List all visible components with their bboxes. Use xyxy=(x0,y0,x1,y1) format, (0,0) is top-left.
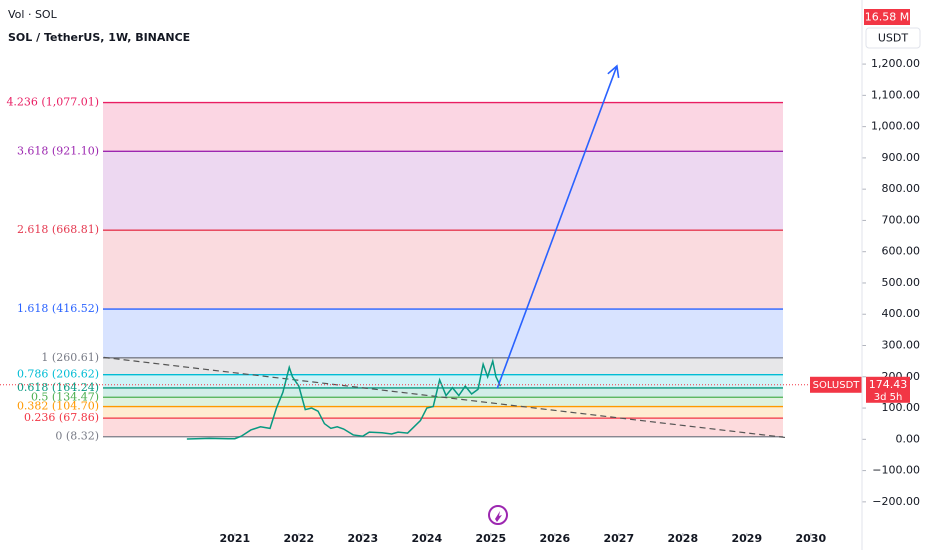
currency-box[interactable] xyxy=(865,27,921,49)
fib-label: 0.236 (67.86) xyxy=(24,411,99,424)
price-line xyxy=(186,358,502,440)
fib-band xyxy=(103,102,783,152)
fib-label: 0.786 (206.62) xyxy=(17,368,99,381)
y-tick-label: 1,100.00 xyxy=(871,88,920,101)
y-tick-label: −100.00 xyxy=(872,464,920,477)
price-tag xyxy=(866,376,910,403)
fib-label: 2.618 (668.81) xyxy=(17,223,99,236)
symbol-label: SOLUSDT xyxy=(813,380,861,391)
x-tick-label: 2030 xyxy=(795,532,826,545)
x-tick-label: 2024 xyxy=(412,532,443,545)
fib-label: 1 (260.61) xyxy=(41,351,99,364)
fib-label: 1.618 (416.52) xyxy=(17,302,99,315)
volume-value: 16.58 M xyxy=(865,11,909,24)
y-tick-label: 0.00 xyxy=(896,432,921,445)
trend-line xyxy=(103,356,786,439)
projection-arrow xyxy=(496,65,618,389)
y-tick-label: 500.00 xyxy=(882,276,921,289)
fib-band xyxy=(103,397,783,407)
x-tick-label: 2025 xyxy=(476,532,507,545)
fib-band xyxy=(103,151,783,231)
fib-label: 0.618 (164.24) xyxy=(17,381,99,394)
x-tick-label: 2028 xyxy=(668,532,699,545)
fib-band xyxy=(103,309,783,358)
volume-tag xyxy=(864,9,910,25)
y-tick-label: 600.00 xyxy=(882,245,921,258)
arrow-head xyxy=(607,64,620,78)
y-tick-label: 1,000.00 xyxy=(871,120,920,133)
x-tick-label: 2022 xyxy=(284,532,315,545)
y-tick-label: 900.00 xyxy=(882,151,921,164)
volume-label: Vol · SOL xyxy=(8,8,58,21)
fib-band xyxy=(103,418,783,437)
fib-band xyxy=(103,357,783,375)
fib-band xyxy=(103,374,783,388)
x-tick-label: 2021 xyxy=(220,532,251,545)
fib-label: 4.236 (1,077.01) xyxy=(6,96,99,109)
y-tick-label: 300.00 xyxy=(882,339,921,352)
y-tick-label: 1,200.00 xyxy=(871,57,920,70)
fib-band xyxy=(103,406,783,419)
y-tick-label: −200.00 xyxy=(872,495,920,508)
x-tick-label: 2026 xyxy=(540,532,571,545)
chart-title: SOL / TetherUS, 1W, BINANCE xyxy=(8,31,190,44)
currency-label: USDT xyxy=(878,32,909,45)
y-tick-label: 700.00 xyxy=(882,213,921,226)
y-tick-label: 100.00 xyxy=(882,401,921,414)
fib-band xyxy=(103,230,783,310)
x-tick-label: 2029 xyxy=(731,532,762,545)
fib-label: 0.382 (104.70) xyxy=(17,400,99,413)
x-tick-label: 2023 xyxy=(348,532,379,545)
x-tick-label: 2027 xyxy=(604,532,635,545)
fib-label: 3.618 (921.10) xyxy=(17,144,99,157)
y-tick-label: 400.00 xyxy=(882,307,921,320)
fib-band xyxy=(103,387,783,398)
symbol-tag xyxy=(810,376,862,393)
price-label: 174.43 xyxy=(869,378,908,391)
fib-label: 0.5 (134.47) xyxy=(31,390,99,403)
y-tick-label: 800.00 xyxy=(882,182,921,195)
countdown-label: 3d 5h xyxy=(874,392,903,403)
logo-icon[interactable] xyxy=(488,505,508,525)
fib-label: 0 (8.32) xyxy=(55,430,99,443)
